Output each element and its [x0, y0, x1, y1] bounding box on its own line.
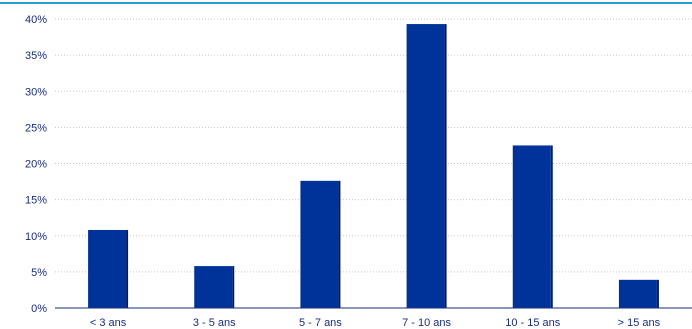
y-tick-label: 40% — [25, 14, 47, 26]
bar — [194, 266, 233, 308]
x-axis-ticks: < 3 ans 3 - 5 ans 5 - 7 ans 7 - 10 ans 10 - … — [90, 317, 661, 329]
y-tick-label: 20% — [25, 159, 47, 171]
bar-shade — [550, 145, 553, 308]
y-tick-label: 15% — [25, 195, 47, 207]
bar-shade — [656, 279, 659, 308]
gridlines — [55, 18, 692, 273]
x-tick-label: < 3 ans — [90, 317, 127, 329]
y-axis-ticks: 0% 5% 10% 15% 20% 25% 30% 35% 40% — [25, 14, 47, 315]
y-tick-label: 30% — [25, 86, 47, 98]
bar-shade — [126, 229, 129, 308]
bar — [88, 229, 127, 308]
y-tick-label: 0% — [31, 303, 47, 315]
bar-shade — [338, 180, 341, 308]
bar — [300, 180, 339, 308]
x-tick-label: 7 - 10 ans — [402, 317, 451, 329]
x-tick-label: 10 - 15 ans — [505, 317, 561, 329]
y-tick-label: 5% — [31, 267, 47, 279]
bar-shade — [232, 266, 235, 308]
bar — [512, 145, 551, 308]
x-tick-label: 3 - 5 ans — [193, 317, 236, 329]
bar — [406, 24, 445, 309]
bar — [618, 279, 657, 308]
y-tick-label: 10% — [25, 231, 47, 243]
bars — [88, 24, 659, 309]
bar-shade — [444, 24, 447, 309]
y-tick-label: 35% — [25, 50, 47, 62]
x-tick-label: > 15 ans — [618, 317, 661, 329]
y-tick-label: 25% — [25, 122, 47, 134]
x-tick-label: 5 - 7 ans — [299, 317, 342, 329]
